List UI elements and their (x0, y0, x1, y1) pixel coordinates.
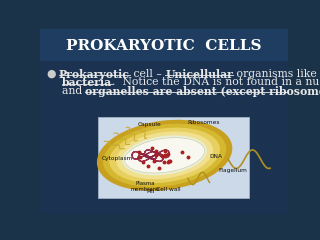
Bar (98, 117, 249, 198)
Text: Prokaryotic: Prokaryotic (59, 69, 130, 80)
Ellipse shape (125, 138, 204, 173)
Text: Unicellular: Unicellular (165, 69, 233, 80)
Text: Cell wall: Cell wall (156, 187, 181, 192)
Text: organisms like: organisms like (233, 69, 317, 79)
Text: Pili: Pili (147, 189, 155, 194)
Text: ●: ● (46, 69, 56, 79)
Text: Plasma
membrane: Plasma membrane (131, 181, 160, 192)
Ellipse shape (103, 124, 226, 187)
Text: bacteria: bacteria (62, 77, 112, 88)
Ellipse shape (109, 128, 220, 183)
Ellipse shape (116, 132, 213, 179)
Text: cell –: cell – (130, 69, 165, 79)
Text: DNA: DNA (210, 154, 223, 159)
Text: Capsule: Capsule (137, 122, 161, 127)
Text: Flagellum: Flagellum (218, 168, 247, 173)
Text: Ribosomes: Ribosomes (187, 120, 220, 126)
Ellipse shape (97, 120, 232, 191)
Text: Cytoplasm: Cytoplasm (101, 156, 132, 161)
Text: .  Notice the DNA is not found in a nucleus: . Notice the DNA is not found in a nucle… (112, 77, 320, 87)
Ellipse shape (122, 135, 207, 175)
Text: and: and (62, 86, 85, 96)
Text: PROKARYOTIC  CELLS: PROKARYOTIC CELLS (66, 39, 262, 53)
Bar (40, 29, 288, 61)
Text: organelles are absent (except ribosomes).: organelles are absent (except ribosomes)… (85, 86, 320, 97)
